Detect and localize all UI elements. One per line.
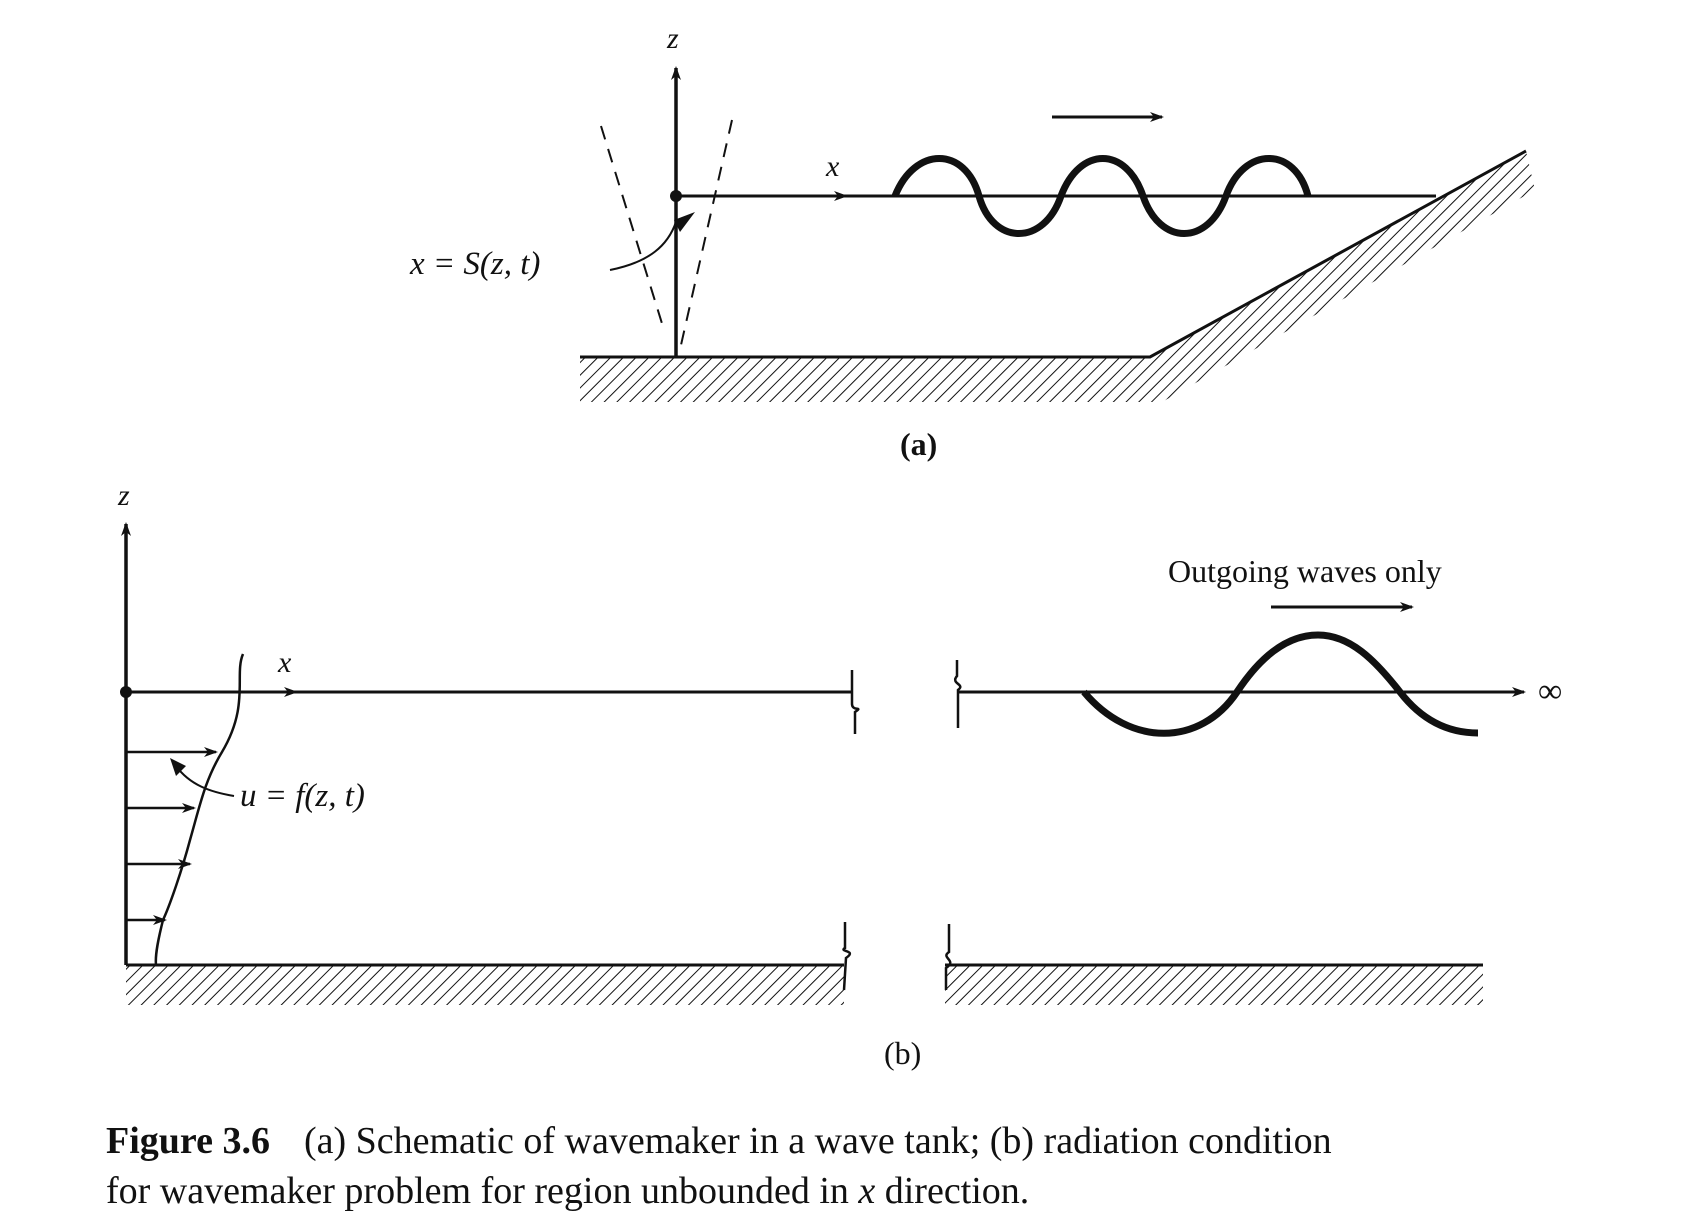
figure-caption: Figure 3.6 (a) Schematic of wavemaker in …: [106, 1116, 1586, 1216]
caption-text-line-2a: for wavemaker problem for region unbound…: [106, 1170, 859, 1212]
tank-bottom-b-left: [126, 963, 844, 1005]
paddle-extreme-right: [680, 119, 733, 346]
break-mark-surface-right: [954, 660, 962, 728]
z-axis-label-a: z: [666, 22, 679, 55]
panel-a-caption: (a): [900, 426, 937, 462]
paddle-label-leader: [609, 221, 677, 271]
paddle-extreme-left: [600, 125, 665, 331]
break-mark-bottom-right: [944, 924, 952, 990]
caption-text-line-1: (a) Schematic of wavemaker in a wave tan…: [303, 1120, 1332, 1162]
figure-number: Figure 3.6: [106, 1120, 270, 1162]
tank-bottom-b-right: [945, 963, 1483, 1005]
panel-b-caption: (b): [884, 1035, 921, 1071]
wave-train-a: [891, 155, 1312, 237]
caption-line-2: for wavemaker problem for region unbound…: [106, 1166, 1586, 1216]
x-axis-label-a: x: [825, 150, 840, 183]
caption-line-1: Figure 3.6 (a) Schematic of wavemaker in …: [106, 1116, 1586, 1166]
break-mark-surface-left: [850, 670, 860, 734]
caption-variable-x: x: [858, 1170, 876, 1212]
outgoing-wave: [1081, 631, 1479, 737]
tank-bottom-a: [580, 149, 1535, 402]
paddle-label-arrowhead: [674, 212, 695, 232]
z-axis-label-b: z: [117, 479, 130, 512]
caption-text-line-2b: direction.: [875, 1170, 1030, 1212]
velocity-label-arrowhead: [170, 758, 186, 776]
panel-b: z x ∞ Outgoing waves only u = f(z, t): [117, 479, 1562, 1071]
velocity-profile-label: u = f(z, t): [240, 778, 365, 814]
panel-a: z x x = S(z, t) (a): [409, 22, 1535, 462]
outgoing-waves-label: Outgoing waves only: [1168, 553, 1442, 589]
paddle-displacement-label: x = S(z, t): [409, 246, 540, 282]
infinity-label: ∞: [1538, 673, 1562, 710]
x-axis-label-b: x: [277, 646, 292, 679]
velocity-profile-curve: [154, 653, 245, 966]
break-mark-bottom-left: [842, 922, 852, 991]
